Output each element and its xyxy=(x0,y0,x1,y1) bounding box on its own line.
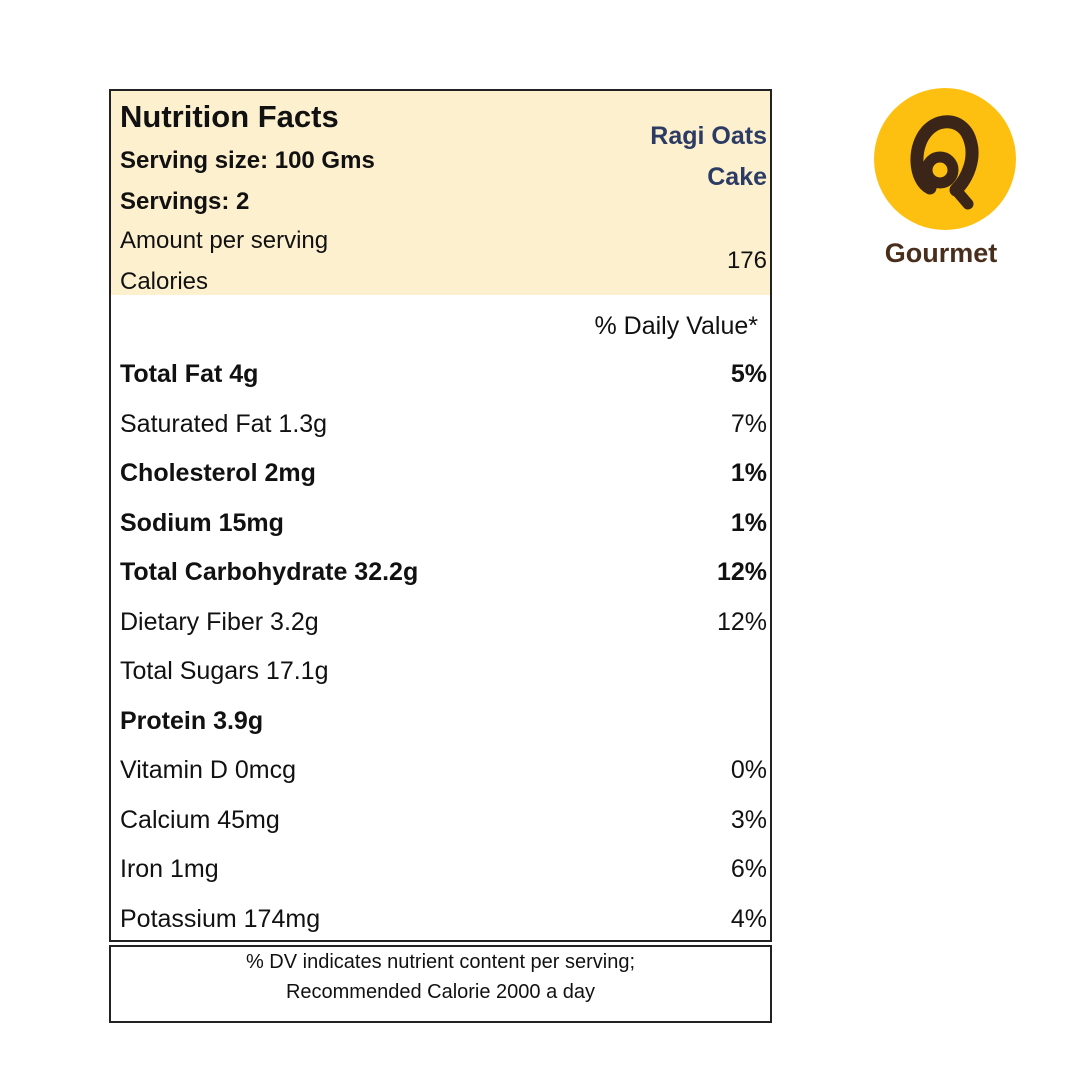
brand-monogram-icon xyxy=(874,88,1016,230)
nutrient-name: Total Sugars 17.1g xyxy=(120,656,329,685)
nutrient-row: Sodium 15mg 1% xyxy=(120,506,767,540)
nutrient-name: Total Carbohydrate 32.2g xyxy=(120,557,419,586)
servings-count: Servings: 2 xyxy=(120,188,250,215)
nutrient-row: Cholesterol 2mg 1% xyxy=(120,456,767,490)
calories-value: 176 xyxy=(726,247,767,274)
calories-label: Calories xyxy=(120,268,209,295)
nutrition-facts-panel: Nutrition Facts Serving size: 100 Gms Se… xyxy=(109,89,772,942)
nutrient-name: Saturated Fat 1.3g xyxy=(120,409,328,438)
nutrient-daily-value: 5% xyxy=(730,359,767,388)
nutrient-name: Sodium 15mg xyxy=(120,508,284,537)
nutrient-daily-value: 12% xyxy=(716,607,767,636)
nutrient-name: Calcium 45mg xyxy=(120,805,280,834)
nutrient-row: Iron 1mg 6% xyxy=(120,852,767,886)
nutrient-name: Cholesterol 2mg xyxy=(120,458,316,487)
product-name-line1: Ragi Oats xyxy=(650,122,767,150)
nutrient-row: Saturated Fat 1.3g 7% xyxy=(120,407,767,441)
brand-name: Gourmet xyxy=(884,238,998,268)
nutrient-daily-value: 7% xyxy=(730,409,767,438)
footnote-line: % DV indicates nutrient content per serv… xyxy=(245,951,636,973)
nutrient-name: Protein 3.9g xyxy=(120,706,264,735)
nutrient-name: Dietary Fiber 3.2g xyxy=(120,607,319,636)
nutrient-row: Calcium 45mg 3% xyxy=(120,803,767,837)
nutrient-row: Total Sugars 17.1g xyxy=(120,654,767,688)
nutrient-daily-value: 1% xyxy=(730,508,767,537)
nutrient-daily-value: 12% xyxy=(716,557,767,586)
daily-value-header: % Daily Value* xyxy=(594,312,758,340)
nutrient-row: Potassium 174mg 4% xyxy=(120,902,767,936)
nutrient-name: Total Fat 4g xyxy=(120,359,259,388)
nutrient-name: Iron 1mg xyxy=(120,854,219,883)
brand-logo: Gourmet xyxy=(866,88,1016,273)
nutrient-row: Vitamin D 0mcg 0% xyxy=(120,753,767,787)
serving-size: Serving size: 100 Gms xyxy=(120,147,375,174)
footnote: % DV indicates nutrient content per serv… xyxy=(109,945,772,1023)
nutrient-daily-value: 4% xyxy=(730,904,767,933)
amount-per-serving: Amount per serving xyxy=(120,227,329,254)
nutrient-name: Potassium 174mg xyxy=(120,904,321,933)
footnote-line: Recommended Calorie 2000 a day xyxy=(285,981,596,1003)
nutrient-daily-value: 6% xyxy=(730,854,767,883)
nutrient-daily-value: 3% xyxy=(730,805,767,834)
nutrition-header: Nutrition Facts Serving size: 100 Gms Se… xyxy=(111,91,770,295)
nutrient-row: Dietary Fiber 3.2g 12% xyxy=(120,605,767,639)
nutrient-row: Total Carbohydrate 32.2g 12% xyxy=(120,555,767,589)
nutrient-daily-value: 1% xyxy=(730,458,767,487)
product-name-line2: Cake xyxy=(707,163,767,191)
panel-title: Nutrition Facts xyxy=(120,99,339,134)
nutrient-row: Total Fat 4g 5% xyxy=(120,357,767,391)
nutrient-daily-value: 0% xyxy=(730,755,767,784)
nutrient-name: Vitamin D 0mcg xyxy=(120,755,296,784)
nutrient-row: Protein 3.9g xyxy=(120,704,767,738)
